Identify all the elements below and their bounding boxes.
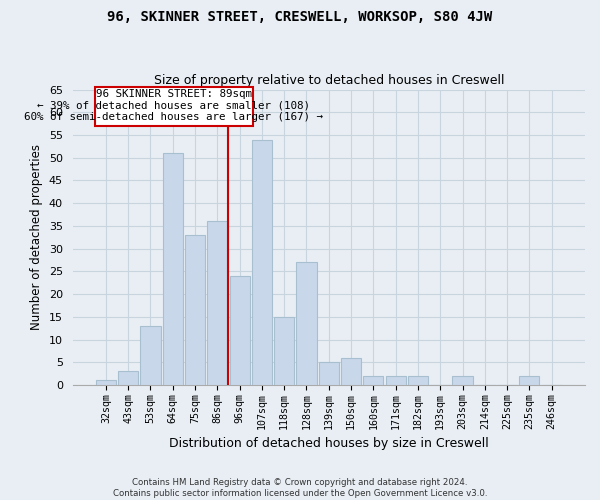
- Title: Size of property relative to detached houses in Creswell: Size of property relative to detached ho…: [154, 74, 504, 87]
- Bar: [163, 153, 183, 385]
- Bar: [252, 140, 272, 385]
- Bar: [408, 376, 428, 385]
- Bar: [341, 358, 361, 385]
- Text: 96, SKINNER STREET, CRESWELL, WORKSOP, S80 4JW: 96, SKINNER STREET, CRESWELL, WORKSOP, S…: [107, 10, 493, 24]
- Text: 96 SKINNER STREET: 89sqm
← 39% of detached houses are smaller (108)
60% of semi-: 96 SKINNER STREET: 89sqm ← 39% of detach…: [25, 88, 323, 122]
- X-axis label: Distribution of detached houses by size in Creswell: Distribution of detached houses by size …: [169, 437, 488, 450]
- Bar: [386, 376, 406, 385]
- Bar: [118, 372, 138, 385]
- Bar: [319, 362, 339, 385]
- Bar: [185, 235, 205, 385]
- Bar: [208, 222, 227, 385]
- Text: Contains HM Land Registry data © Crown copyright and database right 2024.
Contai: Contains HM Land Registry data © Crown c…: [113, 478, 487, 498]
- Bar: [274, 317, 294, 385]
- Bar: [96, 380, 116, 385]
- Bar: [520, 376, 539, 385]
- Bar: [95, 88, 253, 126]
- Bar: [230, 276, 250, 385]
- Bar: [296, 262, 317, 385]
- Bar: [452, 376, 473, 385]
- Y-axis label: Number of detached properties: Number of detached properties: [30, 144, 43, 330]
- Bar: [364, 376, 383, 385]
- Bar: [140, 326, 161, 385]
